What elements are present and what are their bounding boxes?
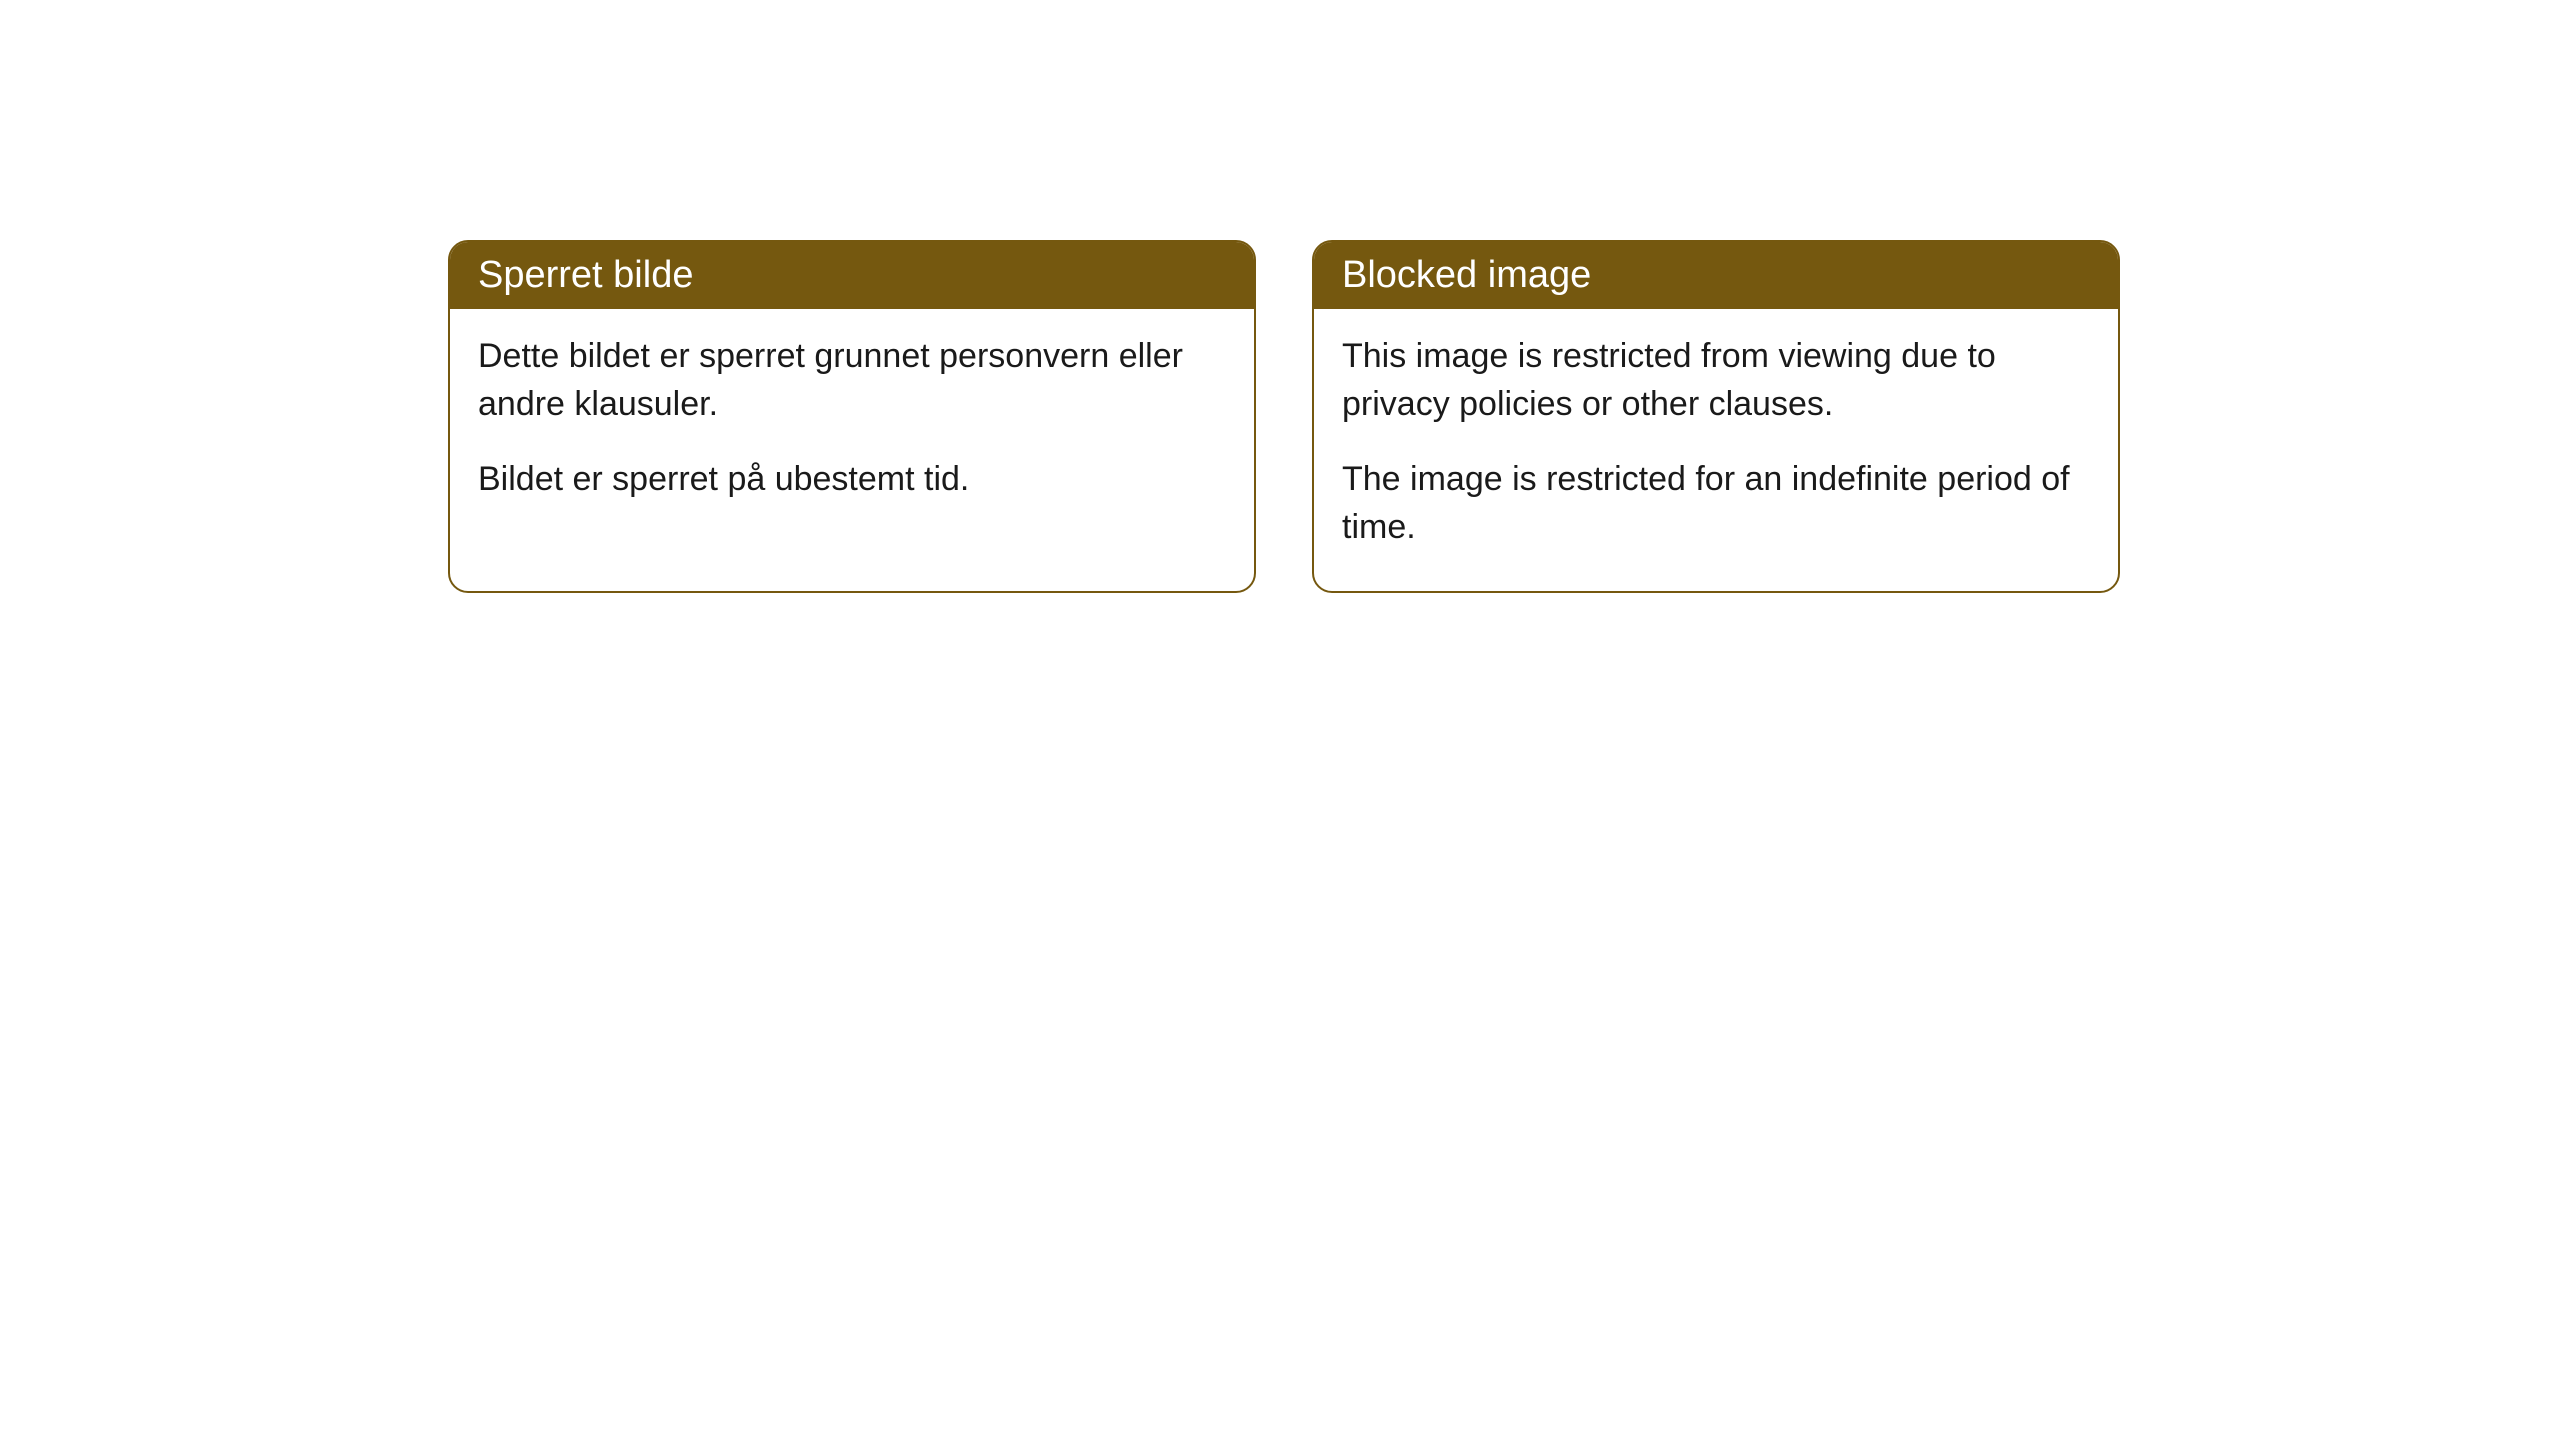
card-paragraph: This image is restricted from viewing du…	[1342, 333, 2090, 428]
card-english: Blocked image This image is restricted f…	[1312, 240, 2120, 593]
card-body-norwegian: Dette bildet er sperret grunnet personve…	[450, 309, 1254, 544]
card-title: Blocked image	[1342, 254, 1591, 296]
card-paragraph: Dette bildet er sperret grunnet personve…	[478, 333, 1226, 428]
card-paragraph: Bildet er sperret på ubestemt tid.	[478, 456, 1226, 504]
cards-container: Sperret bilde Dette bildet er sperret gr…	[0, 0, 2560, 593]
card-header-norwegian: Sperret bilde	[450, 242, 1254, 309]
card-paragraph: The image is restricted for an indefinit…	[1342, 456, 2090, 551]
card-title: Sperret bilde	[478, 254, 693, 296]
card-header-english: Blocked image	[1314, 242, 2118, 309]
card-body-english: This image is restricted from viewing du…	[1314, 309, 2118, 591]
card-norwegian: Sperret bilde Dette bildet er sperret gr…	[448, 240, 1256, 593]
